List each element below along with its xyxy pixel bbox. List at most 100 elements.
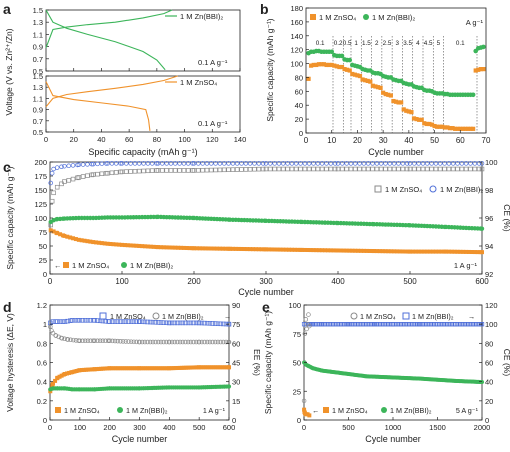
- legend-label: 1 M Zn(BBI)₂: [440, 185, 483, 194]
- panel-c-capacity-znso4: [68, 235, 73, 240]
- panel-c-ce-znso4: [315, 166, 321, 172]
- arrow-indicator: ←: [54, 261, 62, 270]
- panel-c-ce-znbbi: [268, 161, 273, 166]
- panel-b-point-znso4: [342, 67, 347, 72]
- panel-d-ee-znso4: [53, 333, 59, 338]
- panel-c-ce-znso4: [247, 167, 253, 172]
- legend-label: 1 M ZnSO₄: [360, 312, 396, 321]
- panel-d-hysteresis-znso4: [72, 369, 77, 374]
- panel-a-curve: [45, 75, 178, 108]
- panel-d-ee-znbbi: [57, 319, 63, 324]
- panel-d-ee-znso4: [100, 338, 106, 344]
- panel-c-capacity-znso4: [117, 242, 122, 247]
- chart_data.3-ytick-label: 90: [232, 301, 240, 310]
- panel-d-ee-znso4: [147, 339, 153, 345]
- panel-b-point-znbbi: [481, 44, 486, 50]
- panel-c-ce-znso4: [209, 167, 214, 173]
- panel-c-capacity-znso4: [192, 246, 196, 251]
- panel-c-ce-znso4: [311, 166, 316, 172]
- panel-c-ce-znso4: [95, 171, 100, 177]
- panel-b-point-znso4: [355, 73, 360, 78]
- chart_data.0-xtick-label: 140: [234, 135, 247, 144]
- panel-c-ce-znbbi: [204, 161, 210, 166]
- panel-d-ee-znbbi: [158, 320, 164, 325]
- panel-d-ee-znso4: [92, 338, 97, 344]
- legend-label: 1 M ZnSO₄: [180, 78, 217, 87]
- panel-b-point-znso4: [447, 126, 453, 131]
- panel-d-hysteresis-znso4: [167, 366, 172, 371]
- legend-marker: [121, 262, 127, 268]
- panel-d-hysteresis-znso4: [175, 365, 180, 370]
- chart_data.4-xtick-label: 1000: [385, 423, 402, 432]
- panel-c-capacity-znso4: [170, 245, 175, 250]
- legend-marker: [374, 185, 382, 193]
- panel-b-point-znso4: [314, 62, 319, 68]
- panel-c-ce-znso4: [76, 175, 82, 180]
- panel-d-ee-znbbi: [80, 318, 85, 323]
- panel-d-ee-znso4: [134, 339, 139, 345]
- chart_data.2-ytick-label: 92: [485, 270, 493, 279]
- chart_data.4-ytick-label: 75: [293, 330, 301, 339]
- panel-d-hysteresis-znso4: [227, 365, 231, 370]
- chart_data.3-ytick-label: 1: [43, 320, 47, 329]
- panel-d-hysteresis-znso4: [181, 365, 186, 370]
- panel-label: e: [262, 299, 270, 315]
- panel-d-ee-znbbi: [150, 319, 156, 325]
- panel-b-point-znso4: [435, 124, 440, 129]
- panel-c-capacity-znso4: [120, 242, 124, 247]
- chart_data.4-xtick-label: 0: [302, 423, 306, 432]
- panel-d-ee-znbbi: [221, 321, 226, 327]
- panel-d-hysteresis-znso4: [118, 366, 123, 371]
- panel-c-ce-znbbi: [132, 161, 138, 166]
- chart_data.2-ytick-label: 98: [485, 186, 493, 195]
- chart_data.2-ytick-label: 100: [485, 158, 498, 167]
- panel-c-ce-znso4: [221, 167, 227, 173]
- panel-c-ce-znbbi: [173, 161, 178, 166]
- panel-c-ce-znbbi: [145, 161, 151, 166]
- panel-c-capacity-znso4: [176, 245, 181, 250]
- panel-c-capacity-znso4: [425, 249, 430, 254]
- panel-b-point-znso4: [409, 110, 414, 115]
- panel-c-capacity-znso4: [380, 249, 385, 254]
- panel-b-point-znso4: [481, 67, 486, 72]
- panel-c-capacity-znso4: [239, 246, 244, 251]
- panel-c-capacity-znso4: [264, 247, 268, 252]
- panel-b-point-znso4: [357, 73, 363, 79]
- rate-label: 1 A g⁻¹: [203, 406, 226, 415]
- panel-d-ee-znbbi: [169, 320, 175, 326]
- panel-c-ce-znbbi: [281, 161, 286, 166]
- panel-d-ee-znbbi: [191, 320, 196, 326]
- panel-c-capacity-znso4: [96, 240, 101, 245]
- panel-c-capacity-znso4: [269, 247, 274, 252]
- chart_data.2-xtick-label: 200: [187, 277, 201, 286]
- panel-c-capacity-znso4: [275, 247, 280, 252]
- panel-d-hysteresis-znbbi: [226, 384, 232, 389]
- panel-c-capacity-znso4: [156, 245, 160, 250]
- panel-c-capacity-znso4: [452, 249, 457, 254]
- legend-marker: [63, 262, 69, 268]
- legend-label: 1 M ZnSO₄: [385, 185, 422, 194]
- panel-c-capacity-znso4: [114, 242, 119, 247]
- panel-b-point-znso4: [324, 62, 329, 68]
- panel-c-capacity-znso4: [377, 249, 382, 254]
- panel-b-point-znso4: [332, 63, 337, 68]
- panel-d-ee-znso4: [115, 338, 120, 344]
- panel-b-point-znso4: [396, 100, 401, 105]
- panel-c-ce-znso4: [204, 167, 210, 173]
- chart_data.1-ytick-label: 120: [290, 46, 303, 55]
- panel-b-point-znso4: [406, 109, 411, 114]
- chart_data.0-ytick-label: 1.1: [33, 94, 43, 103]
- chart_data.2-xtick-label: 600: [475, 277, 489, 286]
- panel-c-ce-znso4: [124, 169, 129, 174]
- panel-d-ee-znbbi: [204, 320, 210, 326]
- panel-d-ee-znso4: [123, 339, 129, 344]
- panel-d-ee-znso4: [218, 339, 223, 345]
- panel-c-capacity-znso4: [140, 244, 145, 249]
- rate-label: 0.2: [334, 40, 343, 47]
- panel-d-hysteresis-znso4: [203, 365, 208, 370]
- panel-b-point-znso4: [465, 126, 471, 131]
- panel-d-ee-znso4: [164, 339, 169, 345]
- panel-c-capacity-znso4: [158, 245, 163, 250]
- panel-d-hysteresis-znso4: [59, 373, 64, 378]
- panel-d-hysteresis-znso4: [113, 366, 118, 371]
